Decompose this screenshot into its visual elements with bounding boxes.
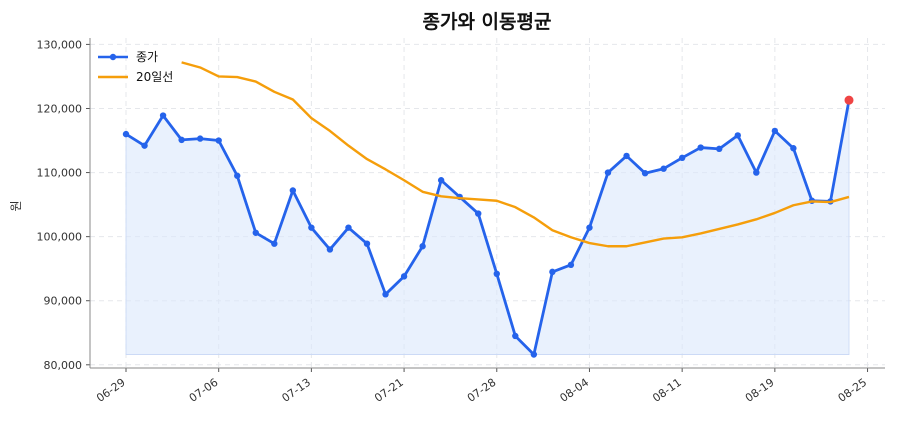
close-point bbox=[308, 224, 315, 231]
x-tick-label: 06-29 bbox=[94, 376, 128, 405]
close-point bbox=[641, 170, 649, 177]
x-tick-label: 07-28 bbox=[465, 376, 499, 405]
close-point bbox=[419, 243, 426, 250]
legend-close-label: 종가 bbox=[136, 50, 158, 64]
ma20-line bbox=[181, 61, 850, 248]
close-point bbox=[604, 169, 612, 176]
close-point bbox=[271, 240, 278, 247]
close-price-line bbox=[125, 99, 851, 356]
y-tick-label: 80,000 bbox=[44, 359, 83, 372]
close-point bbox=[437, 177, 445, 184]
y-tick-label: 130,000 bbox=[37, 38, 83, 51]
close-point bbox=[196, 135, 204, 142]
x-tick-label: 08-11 bbox=[650, 376, 684, 405]
axes-layer bbox=[86, 38, 885, 372]
close-point bbox=[326, 246, 334, 253]
close-point bbox=[512, 332, 519, 340]
close-point bbox=[660, 165, 667, 172]
close-point bbox=[530, 351, 538, 358]
close-point bbox=[623, 152, 630, 160]
close-point bbox=[289, 187, 297, 194]
x-tick-label: 08-25 bbox=[836, 376, 870, 405]
last-close-point bbox=[844, 95, 854, 105]
close-point bbox=[586, 224, 593, 231]
close-point bbox=[475, 210, 482, 217]
close-point bbox=[567, 261, 575, 269]
close-point bbox=[734, 132, 741, 139]
close-point bbox=[716, 145, 723, 153]
close-point bbox=[122, 130, 130, 138]
y-axis-label: 원 bbox=[9, 200, 23, 211]
close-point bbox=[252, 229, 259, 236]
x-tick-label: 07-06 bbox=[187, 376, 221, 405]
close-point bbox=[771, 127, 779, 135]
y-tick-label: 90,000 bbox=[44, 295, 83, 308]
close-point bbox=[400, 273, 408, 280]
y-tick-label: 110,000 bbox=[37, 167, 83, 180]
close-point bbox=[141, 142, 148, 149]
close-point bbox=[549, 268, 556, 276]
close-point bbox=[159, 112, 167, 119]
x-tick-label: 07-21 bbox=[372, 376, 406, 405]
chart-title: 종가와 이동평균 bbox=[423, 11, 552, 33]
close-point bbox=[382, 291, 389, 298]
close-point bbox=[753, 169, 760, 176]
x-tick-label: 08-19 bbox=[743, 376, 777, 405]
close-point bbox=[790, 145, 797, 152]
close-point bbox=[234, 172, 241, 179]
y-tick-label: 100,000 bbox=[37, 231, 83, 244]
x-tick-label: 08-04 bbox=[558, 376, 592, 405]
series-layer bbox=[122, 61, 854, 358]
legend-ma20-label: 20일선 bbox=[136, 70, 173, 84]
legend-close-marker bbox=[109, 53, 117, 61]
close-point bbox=[215, 137, 222, 144]
legend: 종가 20일선 bbox=[98, 50, 173, 84]
close-point bbox=[678, 154, 686, 162]
close-point bbox=[363, 240, 371, 247]
close-point bbox=[697, 144, 704, 151]
close-point bbox=[345, 224, 352, 231]
close-point bbox=[493, 270, 500, 278]
close-point bbox=[178, 136, 185, 144]
y-tick-label: 120,000 bbox=[37, 102, 83, 115]
x-tick-label: 07-13 bbox=[279, 376, 313, 405]
